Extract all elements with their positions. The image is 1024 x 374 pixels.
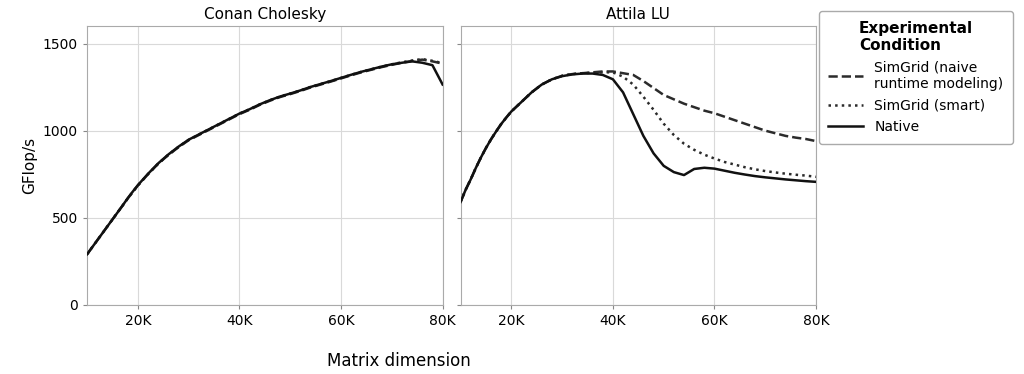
Y-axis label: GFlop/s: GFlop/s (23, 137, 37, 194)
Text: Attila LU: Attila LU (606, 6, 671, 22)
Text: Matrix dimension: Matrix dimension (328, 352, 471, 370)
Text: Conan Cholesky: Conan Cholesky (204, 6, 326, 22)
Legend: SimGrid (naive
runtime modeling), SimGrid (smart), Native: SimGrid (naive runtime modeling), SimGri… (819, 11, 1013, 144)
